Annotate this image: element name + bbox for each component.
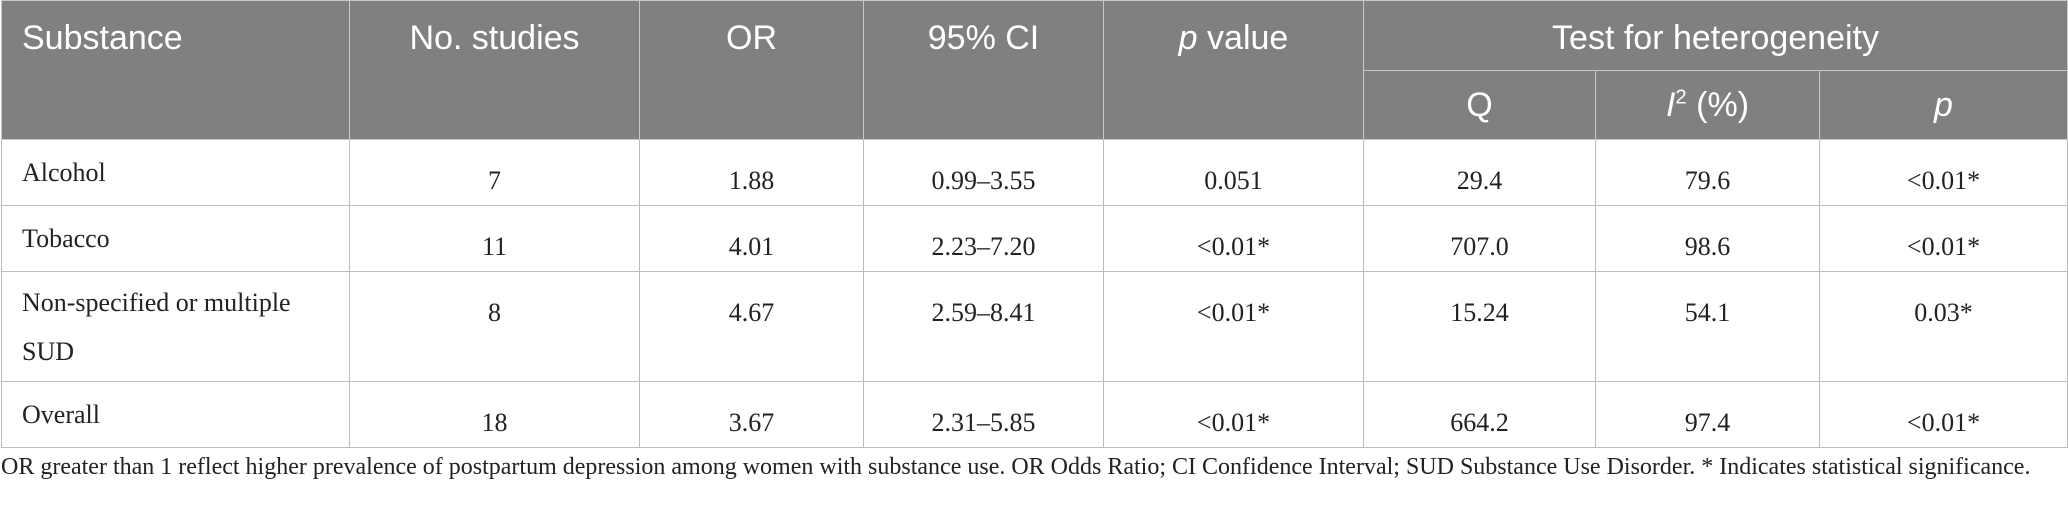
cell-substance: Overall: [1, 381, 350, 448]
cell-p: <0.01*: [1103, 271, 1364, 382]
cell-p-het: <0.01*: [1818, 139, 2068, 206]
cell-studies: 11: [349, 205, 640, 272]
cell-ci: 0.99–3.55: [863, 139, 1104, 206]
header-heterogeneity: Test for heterogeneity: [1362, 0, 2068, 71]
header-no-studies: No. studies: [349, 0, 640, 140]
cell-q: 707.0: [1363, 205, 1596, 272]
header-p-value-italic: p: [1178, 19, 1198, 57]
header-i2-rest: (%): [1686, 85, 1750, 124]
cell-i2: 79.6: [1595, 139, 1820, 206]
cell-p: <0.01*: [1103, 381, 1364, 448]
table-row: Non-specified or multiple SUD 8 4.67 2.5…: [1, 271, 2068, 382]
table-container: Substance No. studies OR 95% CI p value …: [1, 0, 2068, 480]
cell-studies: 7: [349, 139, 640, 206]
cell-or: 3.67: [639, 381, 864, 448]
cell-substance: Alcohol: [1, 139, 350, 206]
cell-ci: 2.31–5.85: [863, 381, 1104, 448]
cell-q: 15.24: [1363, 271, 1596, 382]
header-ci: 95% CI: [863, 0, 1104, 140]
header-q: Q: [1363, 70, 1596, 140]
table-footnote: OR greater than 1 reflect higher prevale…: [1, 454, 2031, 480]
header-p-heterogeneity: p: [1818, 70, 2068, 140]
table-row: Tobacco 11 4.01 2.23–7.20 <0.01* 707.0 9…: [1, 205, 2068, 272]
cell-ci: 2.59–8.41: [863, 271, 1104, 382]
cell-studies: 8: [349, 271, 640, 382]
header-p-value-rest: value: [1197, 19, 1289, 57]
header-p-value: p value: [1103, 0, 1364, 140]
cell-i2: 54.1: [1595, 271, 1820, 382]
cell-or: 1.88: [639, 139, 864, 206]
table-row: Alcohol 7 1.88 0.99–3.55 0.051 29.4 79.6…: [1, 139, 2068, 206]
cell-p-het: <0.01*: [1818, 205, 2068, 272]
results-table: Substance No. studies OR 95% CI p value …: [1, 0, 2068, 448]
table-body: Alcohol 7 1.88 0.99–3.55 0.051 29.4 79.6…: [1, 139, 2068, 448]
cell-or: 4.67: [639, 271, 864, 382]
header-or: OR: [639, 0, 864, 140]
cell-ci: 2.23–7.20: [863, 205, 1104, 272]
header-i2: I2 (%): [1595, 70, 1820, 140]
table-row: Overall 18 3.67 2.31–5.85 <0.01* 664.2 9…: [1, 381, 2068, 448]
header-substance: Substance: [1, 0, 350, 140]
header-i2-letter: I: [1665, 85, 1676, 124]
header-i2-sup: 2: [1675, 86, 1687, 109]
cell-p-het: <0.01*: [1818, 381, 2068, 448]
cell-i2: 98.6: [1595, 205, 1820, 272]
cell-or: 4.01: [639, 205, 864, 272]
cell-q: 29.4: [1363, 139, 1596, 206]
table-header: Substance No. studies OR 95% CI p value …: [1, 0, 2068, 140]
cell-substance: Tobacco: [1, 205, 350, 272]
cell-q: 664.2: [1363, 381, 1596, 448]
cell-p: <0.01*: [1103, 205, 1364, 272]
cell-studies: 18: [349, 381, 640, 448]
cell-substance: Non-specified or multiple SUD: [1, 271, 350, 382]
cell-p-het: 0.03*: [1818, 271, 2068, 382]
cell-i2: 97.4: [1595, 381, 1820, 448]
cell-p: 0.051: [1103, 139, 1364, 206]
